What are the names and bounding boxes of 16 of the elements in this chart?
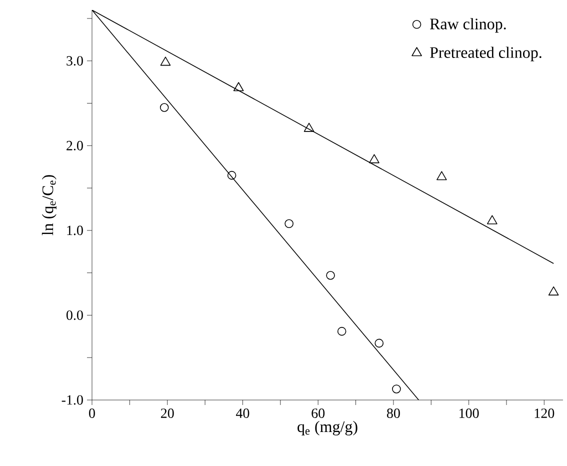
y-axis-title: ln (q$_{e}$/C$_{e}$) bbox=[42, 175, 56, 236]
y-tick-label: 3.0 bbox=[66, 56, 83, 66]
y-tick-label: 2.0 bbox=[66, 140, 83, 150]
x-tick-label: 40 bbox=[236, 408, 250, 418]
y-tick-label: 0.0 bbox=[66, 310, 83, 320]
legend-label: Pretreated clinop. bbox=[430, 46, 542, 62]
x-axis-title: q$_{e}$ (mg/g) bbox=[298, 420, 358, 436]
y-tick-label: 1.0 bbox=[67, 226, 83, 236]
x-tick-label: 20 bbox=[160, 408, 174, 418]
legend-label: Raw clinop. bbox=[430, 18, 506, 33]
x-tick-label: 80 bbox=[386, 408, 400, 418]
x-tick-label: 60 bbox=[312, 408, 325, 418]
x-tick-label: 100 bbox=[460, 408, 479, 418]
y-tick-label: -1.0 bbox=[62, 395, 83, 405]
x-tick-label: 0 bbox=[89, 408, 95, 418]
x-tick-label: 120 bbox=[534, 408, 554, 418]
